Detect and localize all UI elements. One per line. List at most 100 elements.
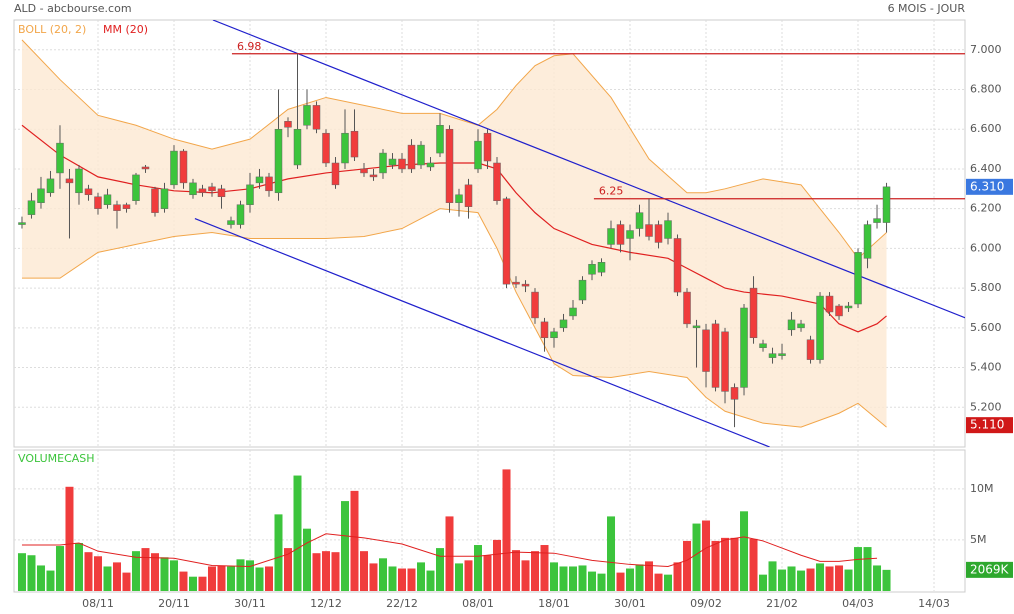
y-tick-label: 7.000 [970, 43, 1002, 56]
candle-body [303, 105, 311, 126]
x-tick-label: 30/01 [614, 597, 646, 610]
candle-body [768, 353, 777, 358]
candle-body [512, 281, 520, 285]
volume-average [21, 533, 878, 567]
candle-body [797, 323, 805, 329]
volume-bar [474, 545, 483, 591]
candle-body [873, 218, 881, 223]
volume-bar [635, 564, 644, 591]
candle-body [474, 140, 482, 170]
bollinger-upper [21, 39, 887, 260]
candle-body [274, 128, 283, 194]
y-tick-label: 5M [970, 533, 987, 546]
volume-bar [350, 490, 359, 591]
volume-bar [559, 566, 568, 591]
candle-body [825, 295, 834, 313]
volume-bar [645, 561, 654, 591]
volume-bar [626, 568, 635, 591]
volume-bar [255, 567, 264, 591]
volume-bar [188, 576, 197, 591]
volume-bar [445, 516, 454, 591]
candle-body [151, 188, 159, 213]
candle-body [483, 132, 492, 162]
candle-body [284, 121, 292, 128]
volume-bar [493, 539, 502, 591]
candle-body [445, 128, 454, 203]
volume-bar [207, 566, 216, 591]
volume-bar [502, 469, 511, 591]
candle-body [854, 252, 862, 305]
candle-body [569, 307, 577, 317]
candle-body [588, 264, 596, 275]
volume-bar [274, 514, 283, 591]
x-tick-label: 08/01 [462, 597, 494, 610]
volume-bar [160, 557, 169, 591]
candle-body [493, 162, 501, 201]
candle-body [37, 188, 45, 203]
volume-bar [93, 556, 102, 591]
y-tick-label: 5.200 [970, 400, 1002, 413]
candle-body [816, 295, 824, 360]
price-marker [966, 417, 1013, 434]
volume-bar [882, 569, 891, 591]
volume-bar [179, 571, 188, 591]
volume-bar [131, 551, 140, 591]
candle-body [559, 319, 568, 329]
x-tick-label: 21/02 [766, 597, 798, 610]
volume-bar [398, 568, 407, 591]
candle-body [113, 204, 121, 211]
volume-bar [569, 566, 578, 591]
candle-body [578, 279, 587, 301]
volume-bar [46, 570, 55, 591]
volume-bar [264, 566, 273, 591]
candle-body [189, 182, 197, 196]
volume-bar [169, 560, 178, 591]
candle-body [721, 331, 729, 392]
volume-bar [321, 551, 330, 591]
volume-bar [55, 546, 64, 591]
volume-bar [283, 548, 292, 591]
candle-body [635, 212, 644, 229]
candle-body [103, 194, 112, 205]
candle-body [844, 305, 853, 309]
price-marker-label: 6.310 [970, 179, 1004, 193]
y-tick-label: 6.400 [970, 162, 1002, 175]
candle-body [170, 150, 178, 186]
volume-bar [873, 565, 882, 591]
volume-bar [312, 553, 321, 591]
candle-body [398, 158, 406, 170]
price-marker-label: 5.110 [970, 418, 1004, 432]
candle-body [521, 283, 530, 287]
candle-body [607, 228, 615, 245]
x-tick-label: 09/02 [690, 597, 722, 610]
y-tick-label: 10M [970, 482, 994, 495]
volume-bar [84, 552, 93, 591]
volume-bar [683, 540, 692, 591]
candle-body [673, 238, 682, 293]
candle-body [407, 144, 416, 170]
volume-bar [359, 551, 368, 591]
candle-body [711, 323, 720, 388]
candle-body [217, 188, 226, 198]
volume-bar [844, 569, 853, 591]
candle-body [540, 321, 549, 339]
candle-body [75, 168, 83, 194]
volume-bar [483, 555, 492, 591]
x-tick-label: 22/12 [386, 597, 418, 610]
volume-bar [531, 551, 540, 591]
candle-body [759, 343, 767, 348]
candle-body [455, 194, 463, 203]
volume-bar [816, 563, 825, 591]
candle-body [227, 220, 235, 225]
x-tick-label: 04/03 [842, 597, 874, 610]
candle-body [645, 224, 653, 237]
volume-bar [103, 566, 112, 591]
y-tick-label: 6.600 [970, 122, 1002, 135]
candle-body [597, 262, 606, 273]
volume-bar [768, 561, 777, 591]
candle-body [208, 186, 216, 192]
y-tick-label: 6.800 [970, 83, 1002, 96]
volume-bar [521, 560, 530, 591]
candle-body [654, 224, 663, 243]
